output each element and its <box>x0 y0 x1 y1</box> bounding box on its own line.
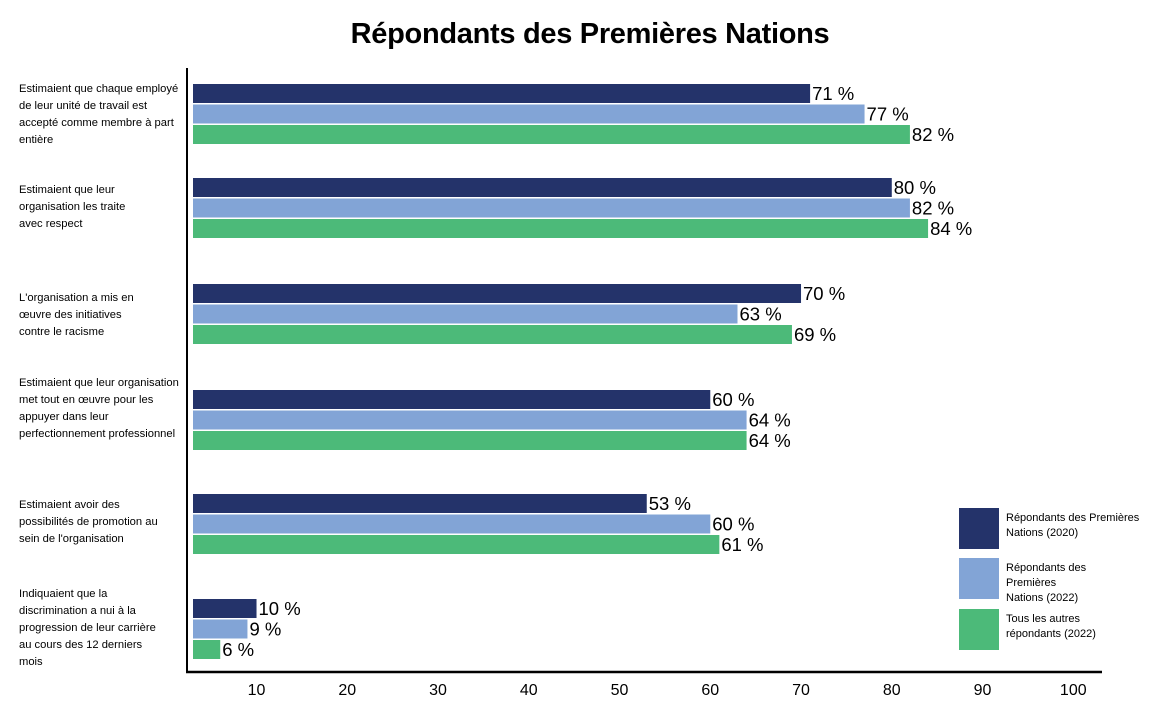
data-label: 10 % <box>259 598 301 619</box>
x-tick-label: 90 <box>974 682 992 699</box>
bar <box>193 410 747 430</box>
bar <box>193 304 738 324</box>
bar <box>193 619 248 639</box>
data-label: 53 % <box>649 493 691 514</box>
x-tick-label: 80 <box>883 682 901 699</box>
chart-title: Répondants des Premières Nations <box>350 18 830 50</box>
bar <box>193 535 720 554</box>
bar <box>193 514 711 534</box>
legend-label: Tous les autres répondants (2022) <box>1006 613 1096 640</box>
data-label: 82 % <box>912 124 954 145</box>
data-label: 82 % <box>912 198 954 219</box>
data-label: 69 % <box>794 324 836 345</box>
data-label: 63 % <box>740 304 782 325</box>
category-label: Estimaient que leur organisation met tou… <box>19 377 179 440</box>
data-label: 77 % <box>867 104 909 125</box>
bar <box>193 178 892 197</box>
x-tick-label: 60 <box>701 682 719 699</box>
data-label: 70 % <box>803 283 845 304</box>
x-tick-label: 40 <box>520 682 538 699</box>
legend-item: Répondants des Premières Nations (2022) <box>959 558 1164 604</box>
x-tick-label: 70 <box>792 682 810 699</box>
bar <box>193 104 865 124</box>
data-label: 60 % <box>712 514 754 535</box>
bar <box>193 284 802 303</box>
category-label: Estimaient que leur organisation les tra… <box>19 184 126 230</box>
legend-swatch <box>959 609 999 650</box>
category-label: Estimaient avoir des possibilités de pro… <box>19 499 158 545</box>
legend-item: Tous les autres répondants (2022) <box>959 609 1164 651</box>
bar <box>193 84 811 103</box>
data-label: 61 % <box>721 534 763 555</box>
legend-label: Répondants des Premières Nations (2022) <box>1006 562 1087 604</box>
x-tick-label: 20 <box>338 682 356 699</box>
data-label: 9 % <box>249 619 281 640</box>
bar <box>193 640 221 659</box>
legend-swatch <box>959 508 999 549</box>
legend-label: Répondants des Premières Nations (2020) <box>1006 512 1140 539</box>
legend-item: Répondants des Premières Nations (2020) <box>959 508 1164 550</box>
x-tick-label: 30 <box>429 682 447 699</box>
data-label: 6 % <box>222 639 254 660</box>
data-label: 84 % <box>930 218 972 239</box>
bar <box>193 198 910 218</box>
x-tick-label: 50 <box>611 682 629 699</box>
data-label: 64 % <box>749 430 791 451</box>
data-label: 71 % <box>812 83 854 104</box>
data-label: 60 % <box>712 389 754 410</box>
bar <box>193 125 910 144</box>
bar <box>193 390 711 409</box>
category-label: Estimaient que chaque employé de leur un… <box>19 83 179 146</box>
legend-swatch <box>959 558 999 599</box>
bar <box>193 325 792 344</box>
category-label: Indiquaient que la discrimination a nui … <box>19 588 156 668</box>
category-label: L'organisation a mis en œuvre des initia… <box>19 292 134 338</box>
bar <box>193 431 747 450</box>
bar <box>193 494 647 513</box>
x-tick-label: 100 <box>1060 682 1087 699</box>
bar <box>193 219 929 238</box>
bar <box>193 599 257 618</box>
data-label: 80 % <box>894 177 936 198</box>
x-tick-label: 10 <box>248 682 266 699</box>
data-label: 64 % <box>749 410 791 431</box>
